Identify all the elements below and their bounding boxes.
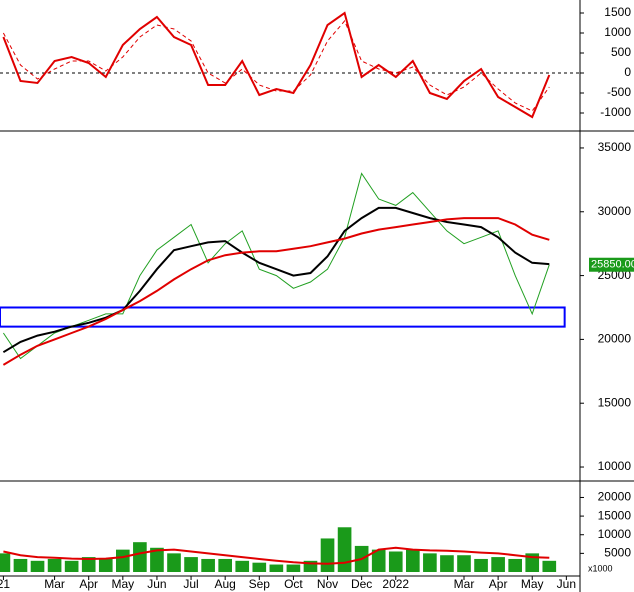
- x-tick-label: Sep: [249, 577, 271, 591]
- volume-bar: [491, 557, 505, 572]
- volume-bar: [98, 558, 113, 572]
- volume-bar: [150, 547, 164, 572]
- unit-label: x1000: [588, 563, 613, 573]
- series-line: [2, 172, 550, 360]
- volume-bar: [201, 558, 215, 572]
- series-line: [2, 11, 551, 119]
- volume-bar: [320, 538, 335, 572]
- volume-bar: [167, 553, 181, 572]
- zone-box: [0, 306, 566, 328]
- x-tick-label: Mar: [454, 577, 475, 591]
- volume-bar: [13, 558, 28, 572]
- volume-bar: [184, 557, 198, 572]
- volume-bar: [286, 564, 301, 572]
- y-tick-label: 35000: [598, 140, 632, 154]
- y-tick-label: 1500: [604, 5, 631, 19]
- volume-bar: [406, 549, 420, 572]
- x-tick-label: Jun: [147, 577, 166, 591]
- last-value-label: 25850.00: [591, 259, 634, 271]
- volume-bar: [542, 560, 557, 572]
- volume-bar: [508, 558, 522, 572]
- volume-bar: [235, 560, 250, 572]
- x-tick-label: Jun: [557, 577, 576, 591]
- volume-bar: [474, 558, 488, 572]
- y-tick-label: 500: [611, 45, 631, 59]
- volume-bar: [133, 542, 147, 572]
- volume-bar: [116, 549, 130, 572]
- x-tick-label: May: [111, 577, 134, 591]
- volume-bar: [440, 555, 454, 572]
- y-tick-label: -1000: [600, 105, 631, 119]
- y-tick-label: 20000: [598, 490, 632, 504]
- volume-bar: [81, 557, 96, 572]
- y-tick-label: 10000: [598, 527, 632, 541]
- x-tick-label: Apr: [489, 577, 508, 591]
- volume-bar: [269, 564, 284, 572]
- x-tick-label: Mar: [44, 577, 65, 591]
- volume-bar: [252, 562, 267, 572]
- volume-bar: [337, 527, 352, 572]
- x-tick-label: Jul: [183, 577, 198, 591]
- series-line: [2, 206, 550, 354]
- x-tick-label: May: [521, 577, 544, 591]
- x-tick-label: Nov: [317, 577, 338, 591]
- y-tick-label: 10000: [598, 459, 632, 473]
- x-tick-label: Aug: [214, 577, 235, 591]
- x-tick-label: 21: [0, 577, 10, 591]
- y-tick-label: 1000: [604, 25, 631, 39]
- series-line: [3, 546, 550, 565]
- series-line: [2, 217, 550, 366]
- y-tick-label: 15000: [598, 508, 632, 522]
- x-tick-label: Dec: [351, 577, 372, 591]
- y-tick-label: 20000: [598, 332, 632, 346]
- volume-bar: [457, 555, 471, 572]
- x-tick-label: Oct: [284, 577, 303, 591]
- y-tick-label: 0: [624, 65, 631, 79]
- y-tick-label: -500: [607, 85, 631, 99]
- y-tick-label: 15000: [598, 395, 632, 409]
- volume-bar: [0, 553, 11, 572]
- x-tick-label: 2022: [382, 577, 409, 591]
- volume-bar: [64, 560, 79, 572]
- y-tick-label: 30000: [598, 204, 632, 218]
- volume-bar: [303, 560, 318, 572]
- y-tick-label: 5000: [604, 546, 631, 560]
- volume-bar: [30, 560, 45, 572]
- volume-bar: [47, 558, 62, 572]
- last-value-box: [589, 257, 634, 272]
- series-line: [2, 20, 550, 112]
- volume-bar: [423, 553, 437, 572]
- volume-bar: [371, 549, 386, 572]
- volume-bar: [388, 551, 403, 572]
- x-tick-label: Apr: [79, 577, 98, 591]
- volume-bar: [218, 558, 232, 572]
